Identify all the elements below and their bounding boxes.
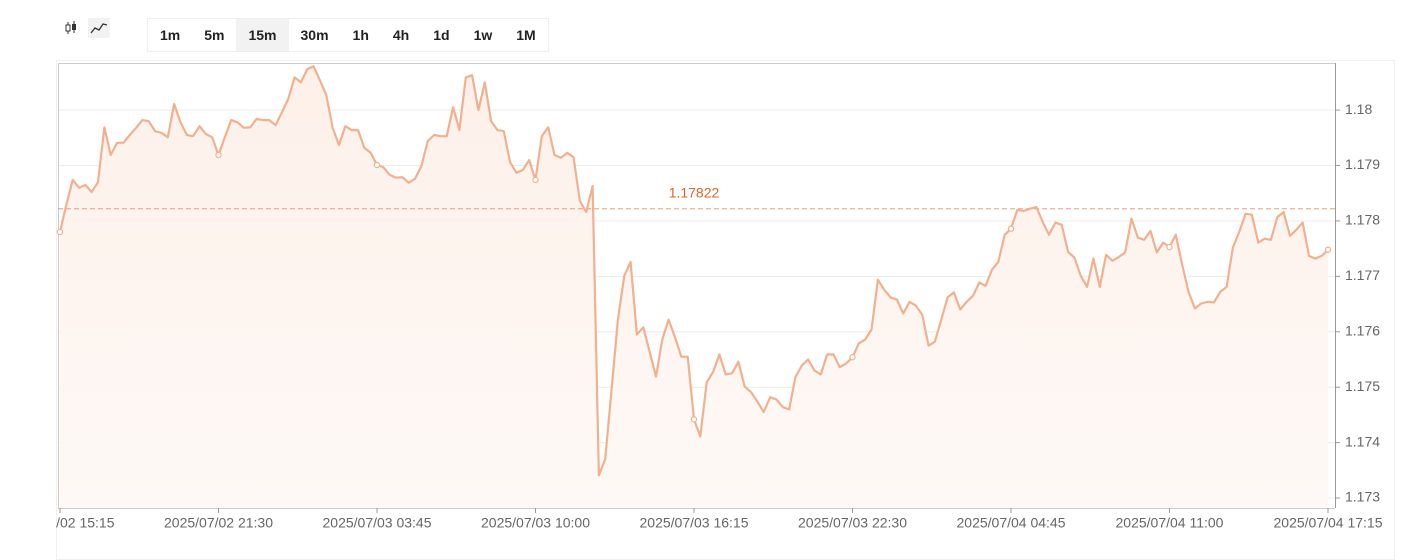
interval-button[interactable]: 1M <box>516 27 536 43</box>
point-marker <box>1324 246 1332 253</box>
price-line-label: 1.17822 <box>669 184 720 200</box>
y-tick-label: 1.177 <box>1345 267 1380 283</box>
x-tick-label: 2025/07/02 21:30 <box>164 515 273 531</box>
point-marker <box>532 176 539 184</box>
point-marker <box>690 416 698 423</box>
interval-toolbar: 1m 5m 15m 30m 1h 4h 1d 1w 1M <box>147 18 549 52</box>
point-marker <box>849 354 856 361</box>
point-marker <box>56 228 64 236</box>
x-tick-label: 2025/07/03 22:30 <box>798 515 907 531</box>
interval-button[interactable]: 1h <box>352 27 369 43</box>
point-marker <box>373 161 381 169</box>
interval-button[interactable]: 5m <box>204 27 225 43</box>
x-tick-label: 2025/07/03 03:45 <box>323 515 432 531</box>
candle-glyph <box>65 21 76 34</box>
point-marker <box>1166 243 1173 251</box>
interval-button[interactable]: 4h <box>392 27 410 43</box>
line-glyph <box>90 23 108 34</box>
x-labels: 2025/07/02 15:15 2025/07/02 21:30 2025/07/… <box>6 515 1383 531</box>
y-tick-label: 1.174 <box>1345 433 1380 449</box>
x-tick-label: 2025/07/04 11:00 <box>1116 515 1224 531</box>
interval-button[interactable]: 1d <box>433 27 450 43</box>
x-tick-label: 2025/07/03 10:00 <box>481 515 590 531</box>
interval-button[interactable]: 15m <box>236 19 289 51</box>
x-tick-label: 2025/07/02 15:15 <box>6 515 115 531</box>
x-tick-label: 2025/07/03 16:15 <box>640 515 749 531</box>
x-tick-label: 2025/07/04 17:15 <box>1274 515 1383 531</box>
interval-button[interactable]: 1w <box>473 27 493 43</box>
area-fill <box>60 66 1328 509</box>
interval-button[interactable]: 1m <box>160 27 181 43</box>
line-icon[interactable] <box>88 18 110 38</box>
point-marker <box>215 151 222 159</box>
chart-type-icons <box>60 18 110 38</box>
x-tick-label: 2025/07/04 04:45 <box>957 515 1066 531</box>
point-marker <box>1007 225 1015 232</box>
y-tick-label: 1.18 <box>1345 101 1372 117</box>
y-tick-label: 1.176 <box>1345 322 1380 338</box>
y-tick-label: 1.173 <box>1345 489 1380 505</box>
y-tick-label: 1.179 <box>1345 156 1380 172</box>
candle-icon[interactable] <box>60 18 82 38</box>
y-tick-label: 1.178 <box>1345 212 1380 228</box>
y-tick-label: 1.175 <box>1345 378 1380 394</box>
interval-button[interactable]: 30m <box>300 27 329 43</box>
